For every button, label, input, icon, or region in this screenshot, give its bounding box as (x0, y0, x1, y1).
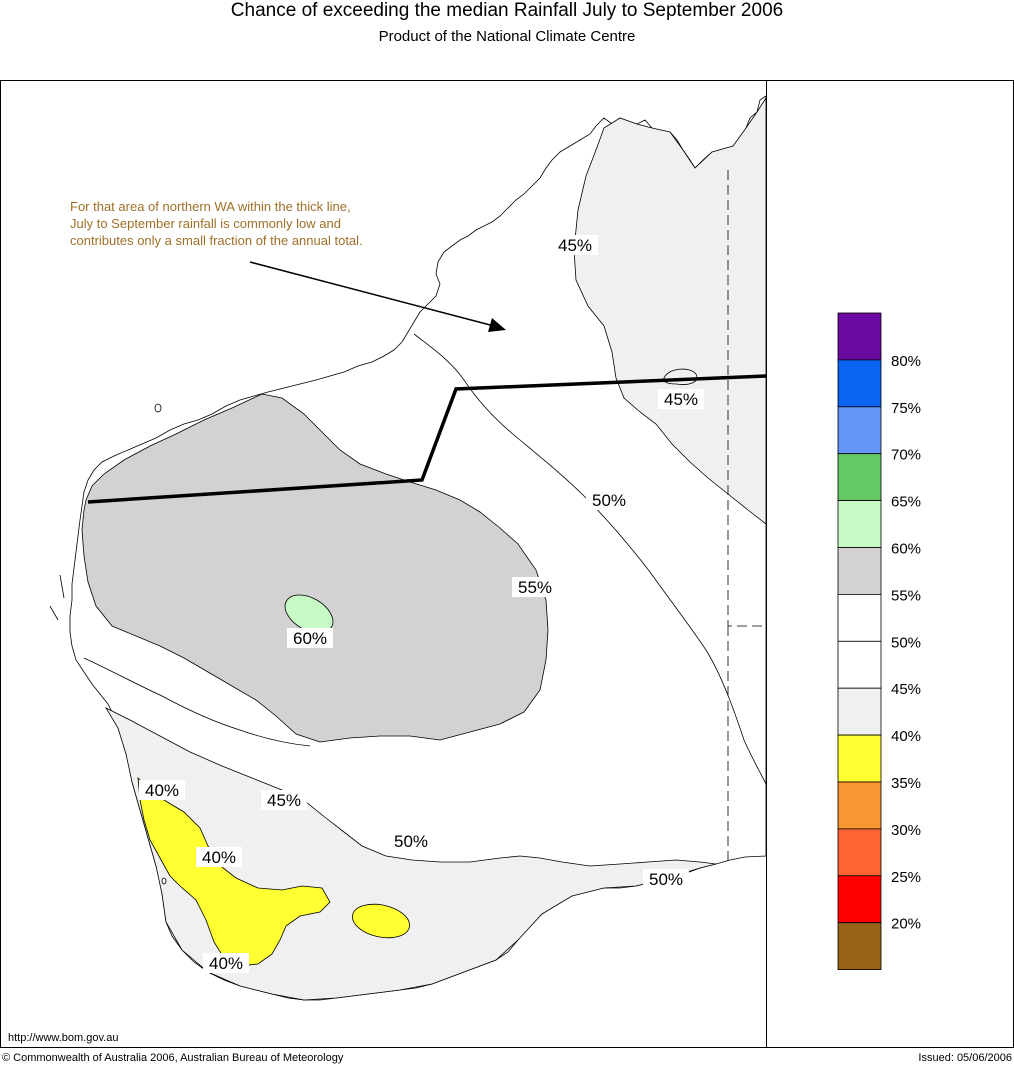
legend-swatch (837, 781, 882, 830)
legend-label: 25% (891, 869, 921, 886)
label-60: 60% (293, 629, 327, 648)
label-45-south: 45% (267, 791, 301, 810)
legend-swatch (837, 453, 882, 502)
island (154, 403, 162, 413)
legend: 80% 75% 70% 65% 60% 55% 50% 45% 40% 35% 30% 25% 20% (837, 312, 921, 971)
label-50-central: 50% (592, 491, 626, 510)
legend-label: 50% (891, 634, 921, 651)
state-border-dashed (727, 170, 766, 866)
legend-swatch (837, 922, 882, 971)
label-50-east: 50% (649, 870, 683, 889)
legend-swatch (837, 500, 882, 548)
region-central (81, 393, 549, 743)
label-40-bottom: 40% (209, 954, 243, 973)
contour-50-west (83, 657, 311, 747)
legend-swatch (837, 312, 882, 361)
annotation-line-1: For that area of northern WA within the … (70, 199, 351, 214)
legend-label: 55% (891, 587, 921, 604)
legend-swatch (837, 875, 882, 924)
thick-boundary-line (87, 374, 767, 504)
island (49, 574, 65, 621)
legend-swatch (837, 406, 882, 455)
label-40-mid: 40% (202, 848, 236, 867)
label-45-north: 45% (558, 236, 592, 255)
footer-issued: Issued: 05/06/2006 (918, 1052, 1012, 1064)
legend-label: 30% (891, 822, 921, 839)
annotation-line-3: contributes only a small fraction of the… (70, 233, 363, 248)
annotation-line-2: July to September rainfall is commonly l… (70, 216, 341, 231)
island (161, 877, 167, 885)
legend-swatch (837, 734, 882, 783)
footer-copyright: © Commonwealth of Australia 2006, Austra… (2, 1052, 344, 1064)
annotation-arrow (249, 261, 495, 327)
legend-label: 40% (891, 728, 921, 745)
legend-label: 45% (891, 681, 921, 698)
label-50-south: 50% (394, 832, 428, 851)
legend-swatch (837, 594, 882, 642)
contour-loop-east (663, 368, 698, 385)
region-60-blob (284, 594, 334, 634)
legend-swatch (837, 828, 882, 877)
contour-labels: 45% 45% 50% 55% 60% 40% 45% 50% 40% 50% … (139, 235, 704, 973)
legend-swatch (837, 687, 882, 736)
legend-label: 35% (891, 775, 921, 792)
label-55: 55% (518, 578, 552, 597)
map-subtitle: Product of the National Climate Centre (378, 28, 636, 45)
label-40-top: 40% (145, 781, 179, 800)
footer-url: http://www.bom.gov.au (8, 1032, 119, 1044)
region-yellow-blob (352, 903, 410, 939)
legend-label: 65% (891, 494, 921, 511)
map-title: Chance of exceeding the median Rainfall … (230, 0, 784, 21)
legend-label: 60% (891, 541, 921, 558)
region-yellow-main (137, 776, 331, 967)
label-45-east: 45% (664, 390, 698, 409)
legend-label: 70% (891, 447, 921, 464)
legend-swatch (837, 359, 882, 408)
arrow-head (488, 318, 506, 332)
contour-50-central (413, 333, 767, 785)
legend-swatch (837, 640, 882, 689)
legend-swatch (837, 547, 882, 595)
legend-label: 75% (891, 400, 921, 417)
legend-label: 20% (891, 916, 921, 933)
legend-label: 80% (891, 353, 921, 370)
